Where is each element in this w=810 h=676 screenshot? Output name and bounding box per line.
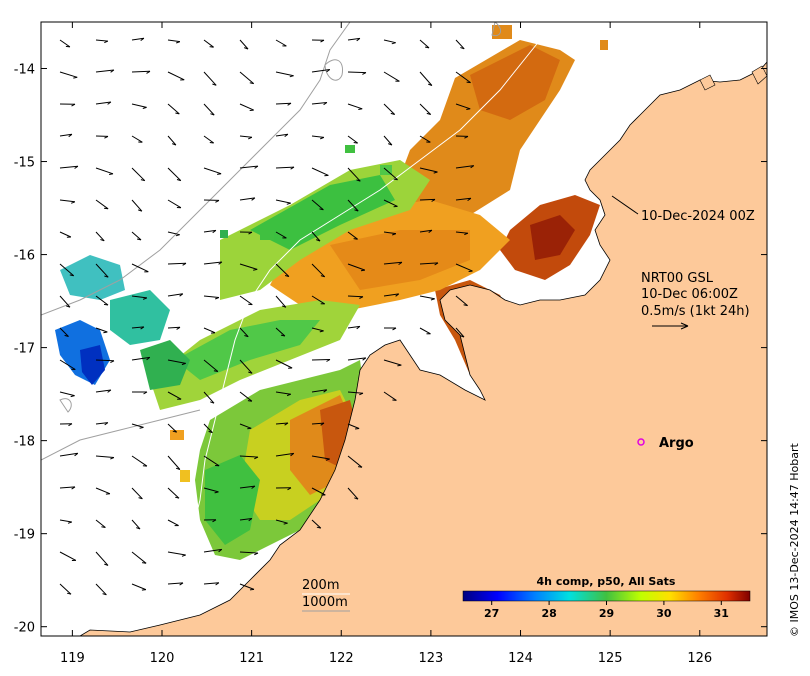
x-tick-label: 119: [60, 651, 85, 666]
current-scale-line1: NRT00 GSL: [641, 271, 714, 286]
timestamp-label: 10-Dec-2024 00Z: [641, 209, 755, 224]
current-vector-head: [247, 428, 251, 429]
current-vector-head: [210, 143, 214, 144]
colorbar-tick-label: 28: [541, 607, 556, 620]
current-vector-head: [104, 304, 108, 305]
x-tick-label: 124: [508, 651, 533, 666]
current-vector-head: [101, 527, 105, 528]
current-vector: [132, 71, 150, 72]
current-vector-head: [109, 174, 113, 175]
current-vector-head: [354, 143, 358, 144]
x-tick-label: 123: [418, 651, 443, 666]
current-vector-head: [142, 590, 146, 591]
current-vector-head: [467, 82, 471, 83]
current-vector-head: [354, 239, 358, 240]
x-tick-label: 122: [329, 651, 354, 666]
colorbar-tick-label: 27: [484, 607, 499, 620]
y-tick-label: -15: [14, 156, 35, 171]
argo-label: Argo: [659, 436, 694, 451]
current-vector-head: [103, 332, 107, 333]
current-scale-line3: 0.5m/s (1kt 24h): [641, 304, 750, 319]
current-vector-head: [355, 429, 359, 430]
y-tick-label: -14: [14, 63, 35, 78]
y-tick-label: -16: [14, 249, 35, 264]
current-vector-head: [250, 589, 254, 590]
current-vector-head: [358, 467, 362, 468]
current-vector: [312, 360, 330, 361]
current-vector-head: [142, 563, 146, 564]
current-vector-head: [66, 46, 70, 47]
y-tick-label: -19: [14, 528, 35, 543]
current-vector-head: [361, 270, 365, 271]
depth-1000-label: 1000m: [302, 595, 348, 610]
current-vector-head: [248, 401, 252, 402]
current-vector-head: [358, 109, 362, 110]
current-vector: [168, 263, 186, 264]
y-tick-label: -20: [14, 621, 35, 636]
credit-text: © IMOS 13-Dec-2024 14:47 Hobart: [788, 442, 801, 637]
x-tick-label: 125: [598, 651, 623, 666]
y-tick-label: -17: [14, 342, 35, 357]
current-vector: [348, 72, 366, 73]
colorbar-title: 4h comp, p50, All Sats: [537, 575, 676, 588]
colorbar-tick-label: 29: [599, 607, 614, 620]
current-vector: [420, 199, 435, 200]
current-vector-head: [466, 109, 470, 110]
y-tick-label: -18: [14, 435, 35, 450]
colorbar-tick-label: 31: [714, 607, 729, 620]
current-vector-head: [104, 208, 108, 209]
x-tick-label: 121: [239, 651, 264, 666]
depth-200-label: 200m: [302, 578, 339, 593]
current-vector: [348, 296, 363, 297]
colorbar-ramp: [463, 591, 750, 601]
colorbar-tick-label: 30: [656, 607, 672, 620]
current-scale-line2: 10-Dec 06:00Z: [641, 287, 738, 302]
x-tick-label: 120: [150, 651, 175, 666]
x-tick-label: 126: [687, 651, 712, 666]
current-vector-head: [217, 174, 221, 175]
current-vector-head: [210, 47, 214, 48]
